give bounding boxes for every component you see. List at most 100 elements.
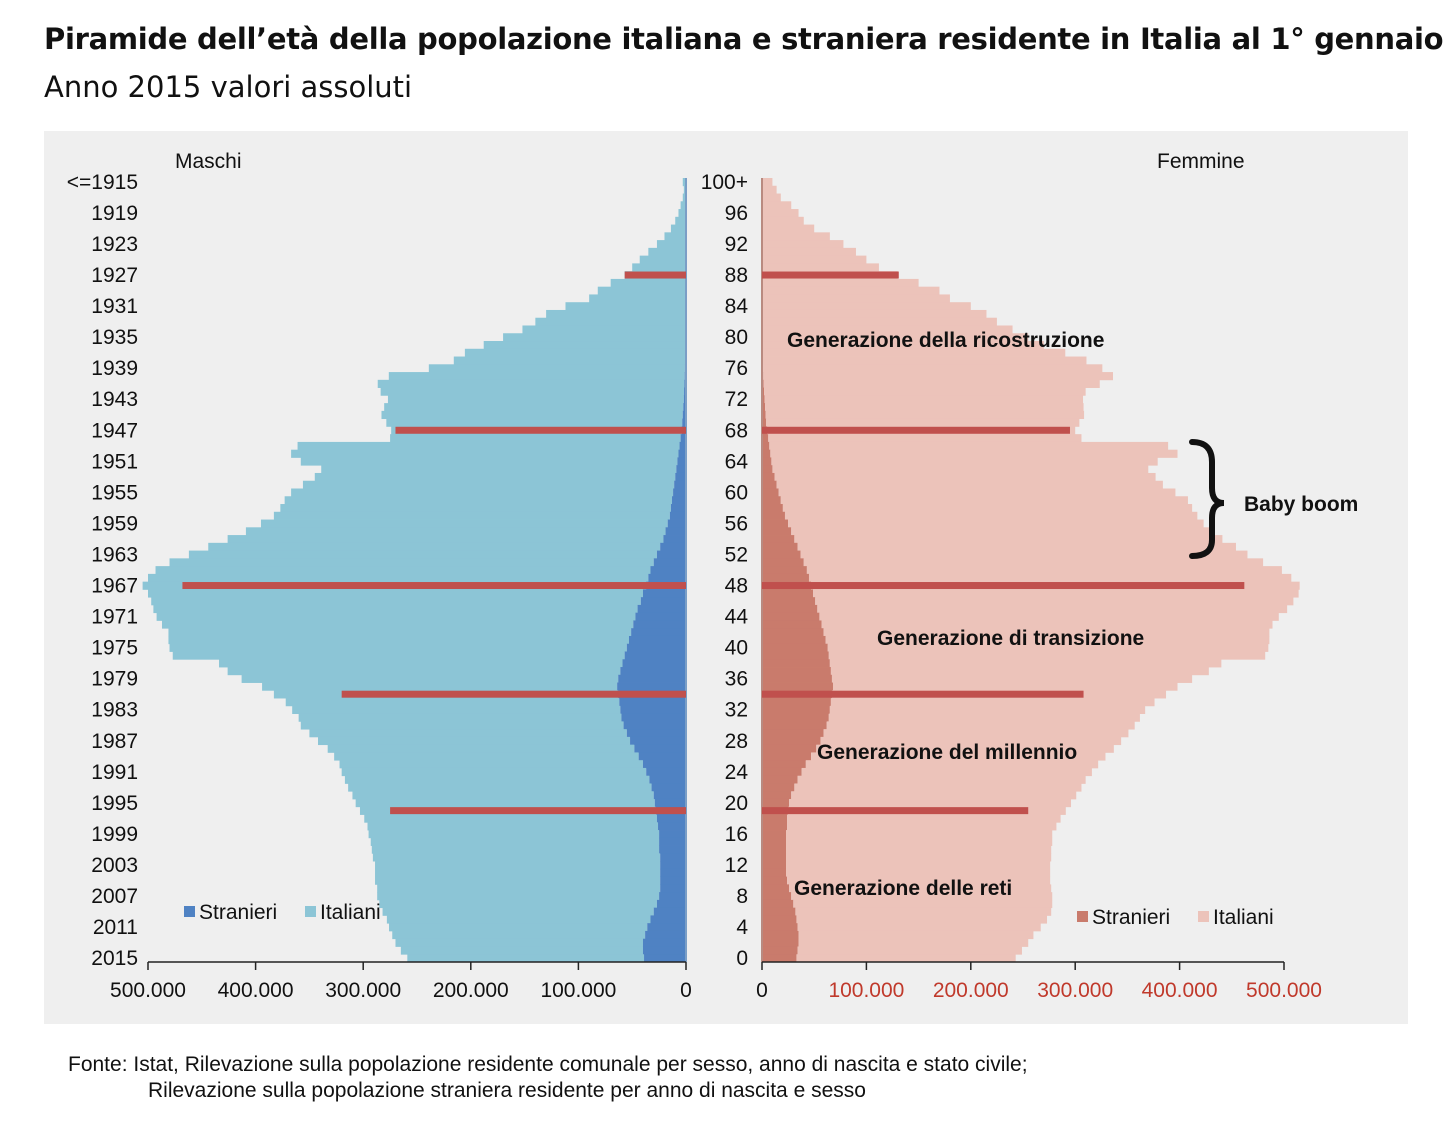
male-stranieri-bar bbox=[682, 418, 686, 427]
female-italiani-bar bbox=[823, 729, 1129, 738]
male-stranieri-bar bbox=[659, 892, 686, 901]
female-italiani-bar bbox=[797, 542, 1236, 551]
male-y-tick-label: 2011 bbox=[93, 916, 138, 939]
female-italiani-bar bbox=[798, 930, 1034, 940]
male-italiani-bar bbox=[610, 278, 686, 288]
male-italiani-bar bbox=[670, 224, 686, 233]
male-stranieri-bar bbox=[653, 558, 686, 567]
male-stranieri-bar bbox=[635, 612, 686, 621]
male-stranieri-bar bbox=[678, 449, 686, 458]
female-italiani-bar bbox=[763, 379, 1100, 388]
generation-line-female bbox=[762, 690, 1084, 698]
female-italiani-bar bbox=[797, 775, 1086, 784]
male-italiani-bar bbox=[292, 705, 621, 715]
male-stranieri-bar bbox=[660, 876, 686, 885]
male-italiani-bar bbox=[565, 302, 686, 311]
female-italiani-bar bbox=[797, 923, 1041, 932]
male-italiani-bar bbox=[367, 822, 659, 831]
female-y-tick-label: 92 bbox=[725, 233, 748, 256]
source-note: Fonte: Istat, Rilevazione sulla popolazi… bbox=[68, 1052, 1028, 1104]
male-italiani-bar bbox=[291, 488, 674, 497]
male-italiani-bar bbox=[169, 643, 627, 652]
male-italiani-bar bbox=[381, 410, 683, 420]
male-italiani-bar bbox=[153, 604, 638, 614]
female-stranieri-bar bbox=[762, 837, 787, 846]
male-italiani-bar bbox=[348, 783, 652, 792]
legend-label-female-stranieri: Stranieri bbox=[1092, 906, 1170, 929]
male-italiani-bar bbox=[314, 472, 676, 482]
female-stranieri-bar bbox=[762, 465, 773, 474]
female-y-tick-label: 100+ bbox=[701, 171, 748, 194]
female-italiani-bar bbox=[819, 612, 1279, 621]
female-italiani-bar bbox=[816, 744, 1114, 753]
female-italiani-bar bbox=[762, 209, 799, 218]
male-italiani-bar bbox=[364, 814, 657, 823]
male-y-tick-label: 1927 bbox=[91, 264, 138, 287]
male-y-tick-label: 1971 bbox=[91, 606, 138, 629]
male-stranieri-bar bbox=[651, 783, 686, 792]
source-line-2: Rilevazione sulla popolazione straniera … bbox=[148, 1079, 866, 1102]
male-italiani-bar bbox=[161, 620, 634, 629]
female-y-tick-label: 84 bbox=[725, 295, 749, 318]
panel-label-femmine: Femmine bbox=[1157, 150, 1245, 173]
female-italiani-bar bbox=[762, 317, 997, 326]
female-stranieri-bar bbox=[762, 542, 798, 551]
male-italiani-bar bbox=[291, 449, 679, 458]
female-italiani-bar bbox=[786, 837, 1053, 846]
female-italiani-bar bbox=[827, 643, 1269, 652]
female-stranieri-bar bbox=[762, 760, 806, 769]
female-italiani-bar bbox=[762, 185, 777, 194]
female-y-tick-label: 60 bbox=[725, 481, 748, 504]
male-stranieri-bar bbox=[659, 845, 686, 854]
female-italiani-bar bbox=[830, 698, 1155, 707]
male-stranieri-bar bbox=[673, 488, 686, 497]
male-y-tick-label: 2003 bbox=[91, 854, 138, 877]
male-y-tick-label: 1947 bbox=[91, 419, 138, 442]
female-italiani-bar bbox=[786, 845, 1052, 854]
female-italiani-bar bbox=[762, 224, 815, 233]
female-y-tick-label: 4 bbox=[736, 916, 748, 939]
female-stranieri-bar bbox=[762, 853, 787, 862]
female-italiani-bar bbox=[803, 558, 1264, 567]
male-y-tick-label: 2007 bbox=[91, 885, 138, 908]
female-stranieri-bar bbox=[762, 930, 799, 940]
female-italiani-bar bbox=[806, 566, 1282, 575]
male-stranieri-bar bbox=[676, 465, 686, 474]
female-stranieri-bar bbox=[762, 550, 801, 559]
male-italiani-bar bbox=[321, 465, 677, 474]
female-stranieri-bar bbox=[762, 923, 798, 932]
generation-line-male bbox=[624, 271, 686, 279]
female-italiani-bar bbox=[787, 876, 1051, 885]
male-x-tick-label: 300.000 bbox=[325, 979, 401, 1002]
female-stranieri-bar bbox=[762, 845, 787, 854]
male-stranieri-bar bbox=[642, 589, 686, 598]
female-italiani-bar bbox=[796, 954, 1016, 963]
male-stranieri-bar bbox=[683, 403, 686, 412]
generation-line-female bbox=[762, 426, 1070, 434]
female-italiani-bar bbox=[762, 278, 919, 288]
female-italiani-bar bbox=[770, 449, 1178, 458]
female-x-tick-label: 500.000 bbox=[1246, 979, 1322, 1002]
male-italiani-bar bbox=[188, 550, 657, 559]
male-italiani-bar bbox=[151, 597, 641, 606]
male-y-tick-label: 1919 bbox=[91, 202, 138, 225]
female-italiani-bar bbox=[831, 674, 1193, 683]
female-stranieri-bar bbox=[762, 635, 826, 645]
male-italiani-bar bbox=[148, 573, 649, 583]
male-italiani-bar bbox=[453, 356, 686, 365]
male-italiani-bar bbox=[297, 441, 680, 451]
female-italiani-bar bbox=[798, 938, 1029, 947]
male-italiani-bar bbox=[483, 341, 686, 350]
female-italiani-bar bbox=[774, 472, 1156, 482]
generation-line-female bbox=[762, 271, 899, 279]
male-italiani-bar bbox=[155, 566, 651, 575]
female-stranieri-bar bbox=[762, 504, 783, 513]
male-italiani-bar bbox=[597, 286, 686, 295]
male-italiani-bar bbox=[172, 651, 625, 660]
female-italiani-bar bbox=[797, 946, 1022, 955]
male-italiani-bar bbox=[377, 892, 660, 901]
female-stranieri-bar bbox=[762, 573, 809, 583]
male-stranieri-bar bbox=[634, 744, 686, 753]
male-stranieri-bar bbox=[637, 604, 686, 614]
